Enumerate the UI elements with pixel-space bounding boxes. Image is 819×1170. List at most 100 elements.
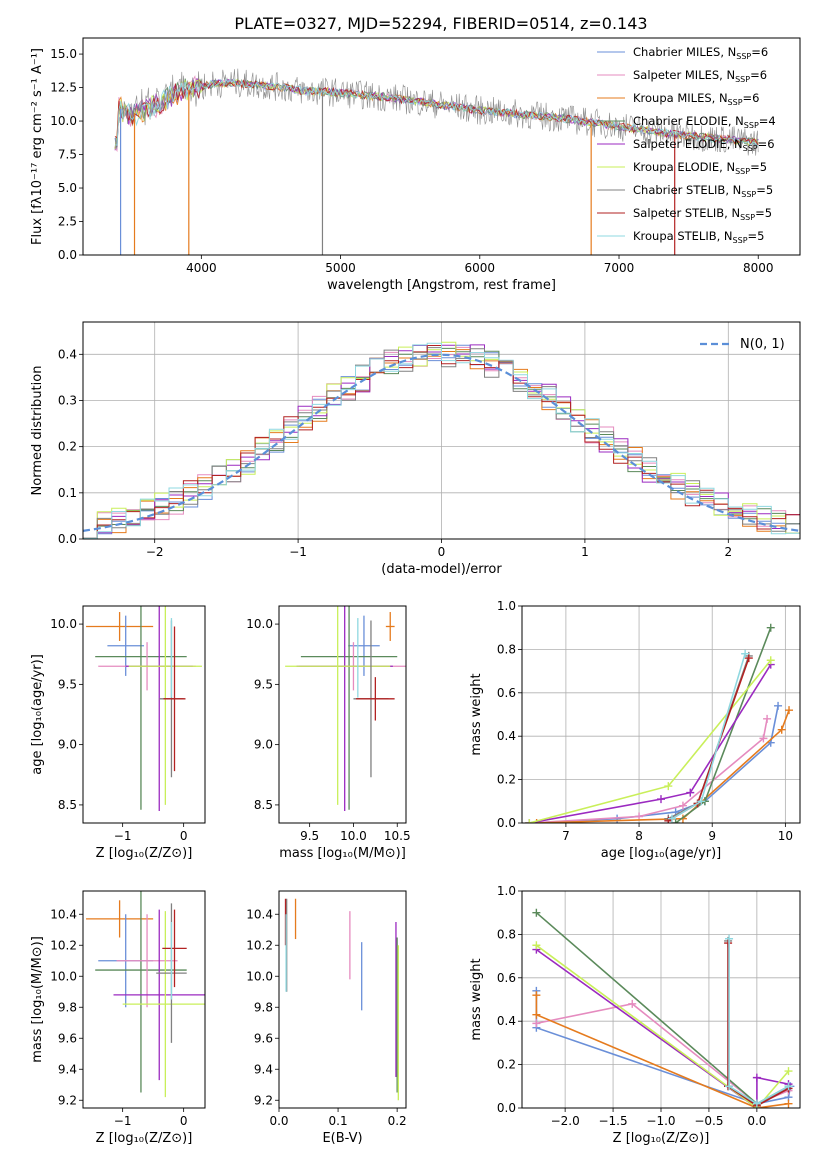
legend-entry: Kroupa STELIB, NSSP=5 [633, 229, 764, 245]
series-marker [741, 649, 750, 658]
legend-entry: Chabrier ELODIE, NSSP=4 [633, 114, 776, 130]
y-tick-label: 10.0 [50, 114, 77, 128]
series-line [529, 718, 768, 823]
series-marker [532, 991, 541, 1000]
errorbar-point [163, 626, 186, 772]
plot-area [284, 898, 399, 1101]
y-tick-label: 10.0 [246, 969, 273, 983]
legend-entry-name: Salpeter STELIB, N [633, 206, 740, 220]
y-tick-label: 0.8 [497, 642, 516, 656]
series-line [727, 943, 789, 1107]
legend-entry-sub: SSP [728, 98, 743, 107]
legend-entry-tail: =5 [748, 229, 765, 243]
y-tick-label: 9.6 [58, 1031, 77, 1045]
series-line [535, 948, 789, 1108]
series-chabrier-stelib [114, 68, 759, 156]
y-tick-label: 0.0 [58, 532, 77, 546]
y-tick-label: 2.5 [58, 215, 77, 229]
errorbar-point [162, 909, 187, 988]
axes-frame [521, 605, 801, 824]
legend-entry-tail: =5 [755, 206, 772, 220]
series-salpeter-stelib [114, 79, 759, 146]
y-tick-label: 0.2 [497, 1058, 516, 1072]
legend-entry-tail: =5 [750, 160, 767, 174]
axes-frame [82, 605, 206, 824]
x-tick-label: 7000 [604, 261, 635, 275]
y-tick-label: 0.4 [497, 1014, 516, 1028]
legend-entry-name: Chabrier MILES, N [633, 45, 736, 59]
y-tick-label: 0.2 [497, 773, 516, 787]
series-marker [763, 714, 772, 723]
y-axis-label: Normed distribution [30, 366, 45, 496]
y-axis-label: mass weight [469, 673, 484, 755]
legend-entry-name: Kroupa ELODIE, N [633, 160, 735, 174]
y-tick-label: 10.2 [246, 938, 273, 952]
series-marker [697, 797, 706, 806]
series-marker [686, 788, 695, 797]
legend-entry-name: Kroupa STELIB, N [633, 229, 733, 243]
errorbar-point [86, 900, 154, 938]
legend-entry-name: Kroupa MILES, N [633, 91, 728, 105]
x-tick-label: 10.5 [384, 829, 411, 843]
y-tick-label: 8.5 [58, 798, 77, 812]
x-tick-label: 0 [180, 1114, 188, 1128]
series-marker [725, 1082, 734, 1091]
y-tick-label: 10.0 [50, 617, 77, 631]
chart-massweight-vs-age: 7 8 9 10 0.0 0.2 0.4 0.6 0.8 1.0 age [log₁₀(age/yr… [469, 599, 801, 861]
axes-frame [82, 37, 801, 256]
series-line [728, 938, 789, 1105]
series-marker [532, 908, 541, 917]
legend-entry: Kroupa MILES, NSSP=6 [633, 91, 759, 107]
y-tick-label: 8.5 [254, 798, 273, 812]
y-tick-label: 0.2 [58, 440, 77, 454]
series-salpeter-elodie [114, 78, 759, 151]
errorbar-point [356, 677, 395, 721]
series-line [535, 990, 792, 1105]
series-marker [671, 819, 680, 823]
series-marker [766, 623, 775, 632]
y-tick-label: 0.6 [497, 971, 516, 985]
axes-frame [521, 890, 801, 1109]
x-tick-label: 10.0 [340, 829, 367, 843]
series-marker [725, 934, 734, 943]
x-tick-label: −1 [114, 1114, 132, 1128]
y-tick-label: 9.8 [254, 1000, 273, 1014]
series-marker [784, 1099, 793, 1108]
legend-entry-sub: SSP [736, 52, 751, 61]
y-tick-label: 1.0 [497, 884, 516, 898]
series-marker [532, 1019, 541, 1028]
legend-entry-tail: =6 [758, 137, 775, 151]
axes-frame [82, 321, 801, 540]
errorbar-point [300, 606, 398, 810]
series-marker [784, 1067, 793, 1076]
x-tick-label: 0.2 [388, 1114, 407, 1128]
legend-entry-name: Salpeter ELODIE, N [633, 137, 743, 151]
legend-entry-sub: SSP [740, 213, 755, 222]
legend-entry: Kroupa ELODIE, NSSP=5 [633, 160, 767, 176]
plot-area [83, 322, 800, 539]
x-tick-label: 5000 [325, 261, 356, 275]
x-tick-label: 0.0 [747, 1114, 766, 1128]
y-axis-label: mass [log₁₀(M/M⊙)] [30, 936, 45, 1063]
normal-curve [83, 353, 800, 532]
y-tick-label: 1.0 [497, 599, 516, 613]
x-tick-label: −0.5 [694, 1114, 723, 1128]
legend-entry-name: Salpeter MILES, N [633, 68, 735, 82]
x-axis-label: mass [log₁₀(M/M⊙)] [279, 846, 406, 861]
legend-entry-sub: SSP [744, 121, 759, 130]
legend-entry-tail: =6 [750, 68, 767, 82]
legend-entry-sub: SSP [741, 190, 756, 199]
x-tick-label: −2.0 [551, 1114, 580, 1128]
series-line [535, 995, 789, 1108]
y-tick-label: 0.4 [58, 347, 77, 361]
x-tick-label: 8000 [743, 261, 774, 275]
legend-entry-sub: SSP [735, 167, 750, 176]
series-marker [774, 701, 783, 710]
x-tick-label: −2 [146, 545, 164, 559]
histogram-kroupa-stelib [83, 342, 800, 539]
axes-frame [278, 605, 407, 824]
y-tick-label: 10.0 [50, 969, 77, 983]
plot-area [285, 606, 406, 811]
legend-entry: Chabrier STELIB, NSSP=5 [633, 183, 773, 199]
y-tick-label: 9.5 [58, 677, 77, 691]
